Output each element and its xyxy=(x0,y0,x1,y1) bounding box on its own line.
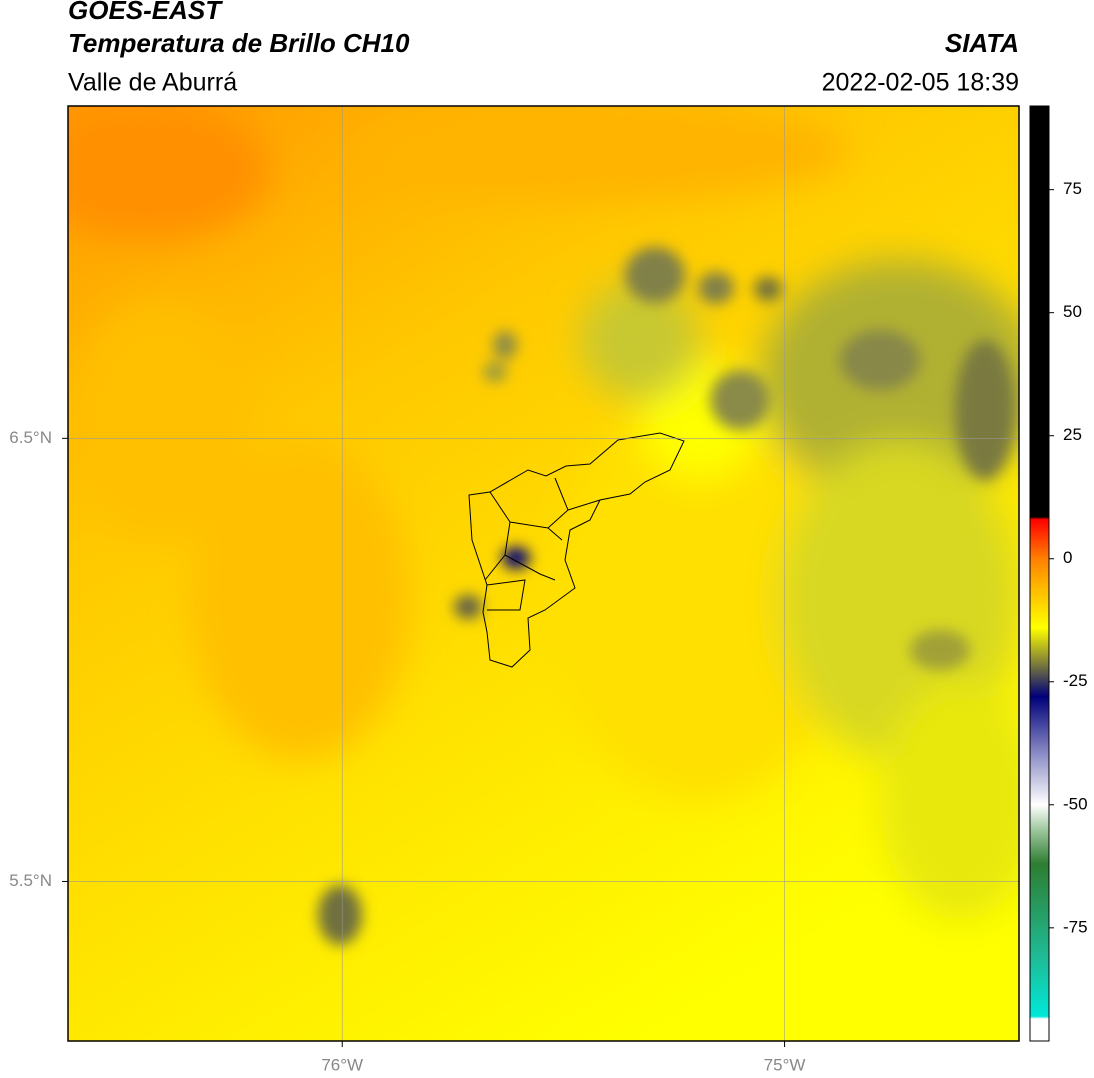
subtitle: Temperatura de Brillo CH10 xyxy=(68,28,410,58)
colorbar-tick-label: 25 xyxy=(1063,425,1082,444)
colorbar-tick-label: -50 xyxy=(1063,794,1088,813)
datetime: 2022-02-05 18:39 xyxy=(822,69,1019,97)
colorbar-tick-label: 0 xyxy=(1063,548,1072,567)
y-tick-label: 6.5°N xyxy=(9,428,52,447)
colorbar-tick-label: -25 xyxy=(1063,671,1088,690)
y-tick-label: 5.5°N xyxy=(9,871,52,890)
title: GOES-EAST xyxy=(68,0,223,25)
region: Valle de Aburrá xyxy=(68,69,237,97)
colorbar xyxy=(1029,105,1050,1042)
x-tick-label: 76°W xyxy=(321,1055,363,1074)
colorbar-tick-label: 50 xyxy=(1063,302,1082,321)
agency: SIATA xyxy=(945,28,1019,58)
map-field xyxy=(68,106,1019,1041)
colorbar-tick-label: 75 xyxy=(1063,179,1082,198)
map-frame xyxy=(67,105,1020,1042)
x-tick-label: 75°W xyxy=(764,1055,806,1074)
gridlines xyxy=(68,106,1019,1041)
colorbar-tick-label: -75 xyxy=(1063,917,1088,936)
